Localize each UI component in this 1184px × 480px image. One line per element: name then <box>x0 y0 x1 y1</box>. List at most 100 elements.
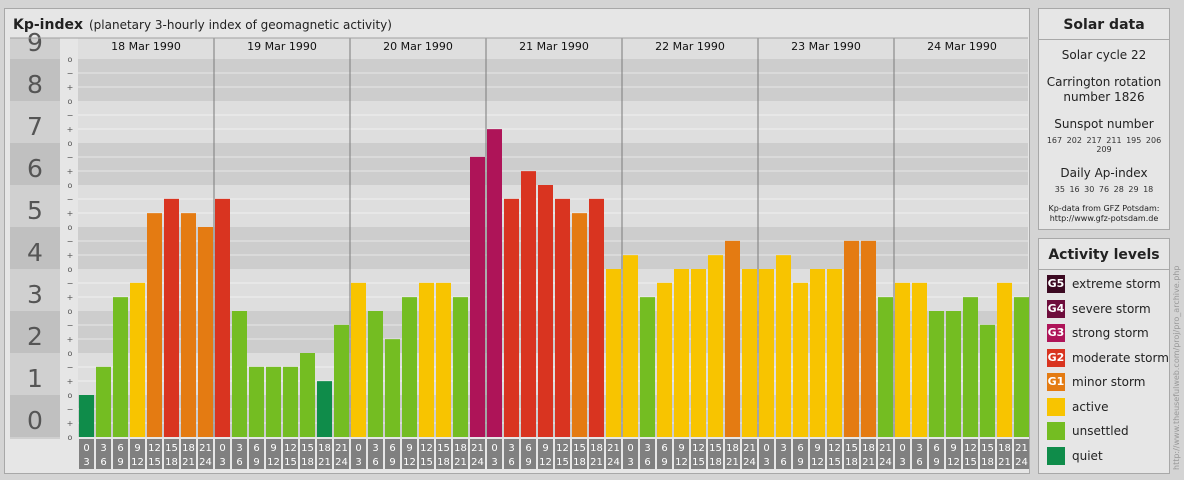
sunspot-label: Sunspot number <box>1054 117 1154 131</box>
hour-cell <box>351 439 366 469</box>
level-label: unsettled <box>1072 424 1129 438</box>
day-label: 22 Mar 1990 <box>655 40 725 53</box>
level-label: quiet <box>1072 448 1103 463</box>
kp-bar <box>419 282 434 437</box>
kp-bar <box>232 311 247 437</box>
hour-label-start: 18 <box>726 443 739 454</box>
kp-bar <box>130 282 145 437</box>
y-tick-label: 1 <box>27 364 43 393</box>
hour-label-start: 18 <box>998 443 1011 454</box>
hour-cell <box>402 439 417 469</box>
hour-label-end: 18 <box>165 457 178 468</box>
activity-levels-heading: Activity levels <box>1039 239 1169 270</box>
hour-label-end: 9 <box>117 457 123 468</box>
hour-label-end: 12 <box>539 457 552 468</box>
data-credit: Kp-data from GFZ Potsdam: http://www.gfz… <box>1039 204 1169 224</box>
hour-label-start: 15 <box>437 443 450 454</box>
minor-tick-mark: + <box>67 83 74 92</box>
hour-cell <box>385 439 400 469</box>
hour-cell <box>300 439 315 469</box>
hour-cell <box>470 439 485 469</box>
hour-cell <box>1014 439 1029 469</box>
hour-cell <box>572 439 587 469</box>
kp-bar <box>164 198 179 437</box>
hour-label-end: 12 <box>675 457 688 468</box>
minor-tick-mark: + <box>67 293 74 302</box>
kp-bar <box>249 366 264 437</box>
level-label: minor storm <box>1072 375 1146 389</box>
kp-bar <box>402 297 417 437</box>
minor-tick-mark: − <box>67 69 74 78</box>
hour-label-start: 9 <box>950 443 956 454</box>
minor-tick-mark: o <box>68 265 73 274</box>
hour-label-start: 21 <box>199 443 212 454</box>
kp-bar <box>453 297 468 437</box>
hour-cell <box>334 439 349 469</box>
kp-bar <box>181 213 196 437</box>
kp-bar <box>861 240 876 437</box>
kp-bar <box>317 381 332 437</box>
hour-label-end: 18 <box>573 457 586 468</box>
kp-bar <box>79 395 94 437</box>
hour-label-end: 9 <box>933 457 939 468</box>
kp-bar <box>623 255 638 437</box>
hour-label-end: 3 <box>763 457 769 468</box>
hour-cell <box>657 439 672 469</box>
hour-cell <box>861 439 876 469</box>
hour-label-end: 21 <box>590 457 603 468</box>
hour-label-start: 15 <box>709 443 722 454</box>
hour-label-end: 18 <box>301 457 314 468</box>
minor-tick-mark: − <box>67 405 74 414</box>
minor-tick-mark: + <box>67 335 74 344</box>
hour-cell <box>521 439 536 469</box>
hour-label-end: 12 <box>267 457 280 468</box>
hour-label-start: 12 <box>148 443 161 454</box>
hour-label-start: 12 <box>556 443 569 454</box>
kp-bar <box>113 297 128 437</box>
hour-cell <box>708 439 723 469</box>
hour-label-end: 24 <box>1015 457 1028 468</box>
y-axis-band-cell <box>10 311 60 353</box>
hour-label-start: 3 <box>372 443 378 454</box>
hour-cell <box>215 439 230 469</box>
hour-cell <box>980 439 995 469</box>
level-swatch: G1 <box>1047 373 1065 391</box>
y-tick-label: 0 <box>27 406 43 435</box>
hour-label-end: 12 <box>811 457 824 468</box>
hour-cell <box>895 439 910 469</box>
y-tick-label: 7 <box>27 112 43 141</box>
hour-label-start: 18 <box>454 443 467 454</box>
kp-bar <box>266 366 281 437</box>
hour-cell <box>198 439 213 469</box>
hour-label-start: 12 <box>692 443 705 454</box>
y-axis-band-cell <box>10 227 60 269</box>
hour-label-start: 0 <box>355 443 361 454</box>
day-label: 24 Mar 1990 <box>927 40 997 53</box>
kp-bar <box>283 366 298 437</box>
hour-label-end: 9 <box>797 457 803 468</box>
sunspot-values: 167 202 217 211 195 206 209 <box>1046 136 1162 154</box>
hour-label-start: 6 <box>117 443 123 454</box>
hour-label-start: 9 <box>542 443 548 454</box>
solar-data-panel: Solar data Solar cycle 22 Carrington rot… <box>1038 8 1170 230</box>
minor-tick-mark: o <box>68 391 73 400</box>
unit-band <box>78 143 1028 185</box>
kp-bar <box>351 282 366 437</box>
kp-bar <box>300 353 315 437</box>
level-swatch <box>1047 446 1065 465</box>
hour-label-start: 15 <box>165 443 178 454</box>
hour-label-start: 18 <box>590 443 603 454</box>
hour-label-start: 3 <box>916 443 922 454</box>
hour-label-end: 18 <box>709 457 722 468</box>
hour-label-start: 21 <box>1015 443 1028 454</box>
hour-cell <box>130 439 145 469</box>
ap-index-values: 35 16 30 76 28 29 18 <box>1054 185 1154 194</box>
level-label: moderate storm <box>1072 350 1169 365</box>
level-label: extreme storm <box>1072 277 1161 291</box>
hour-label-end: 15 <box>828 457 841 468</box>
hour-label-end: 24 <box>607 457 620 468</box>
kp-bar <box>776 255 791 437</box>
hour-cell <box>283 439 298 469</box>
hour-label-start: 0 <box>219 443 225 454</box>
level-swatch: G2 <box>1047 348 1065 367</box>
